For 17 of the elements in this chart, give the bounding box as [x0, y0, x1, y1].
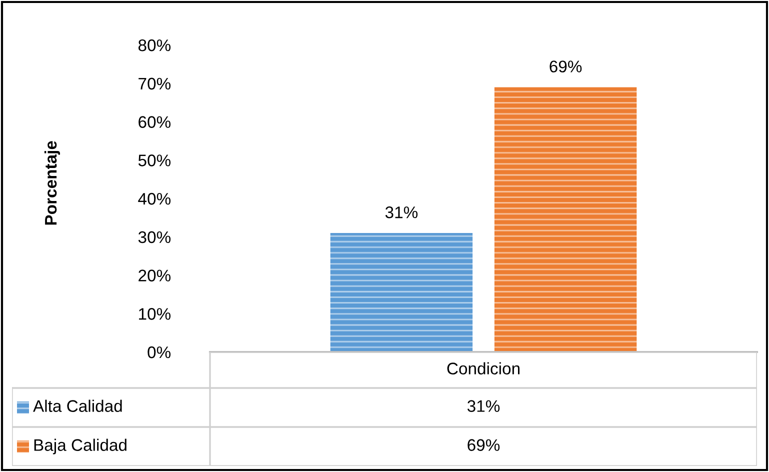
y-tick-label: 80%: [138, 39, 171, 52]
y-tick-label: 10%: [139, 308, 171, 320]
text: 31%: [467, 400, 500, 412]
y-axis-title: Porcentaje: [44, 141, 60, 225]
x-tick-label: Condicion: [447, 362, 520, 374]
legend-label: Alta Calidad: [33, 400, 122, 412]
y-tick-label: 50%: [138, 154, 171, 166]
y-tick-label: 40%: [138, 192, 171, 205]
y-tick-label: 60%: [138, 116, 171, 128]
y-tick-label: 0%: [148, 346, 171, 358]
text: 69%: [468, 439, 500, 451]
y-tick-label: 30%: [138, 231, 171, 244]
y-tick-label: 70%: [138, 78, 171, 90]
data-label: 31%: [385, 206, 418, 218]
data-label: 69%: [550, 60, 582, 72]
legend-label: Baja Calidad: [34, 438, 126, 454]
y-tick-label: 20%: [138, 270, 171, 282]
